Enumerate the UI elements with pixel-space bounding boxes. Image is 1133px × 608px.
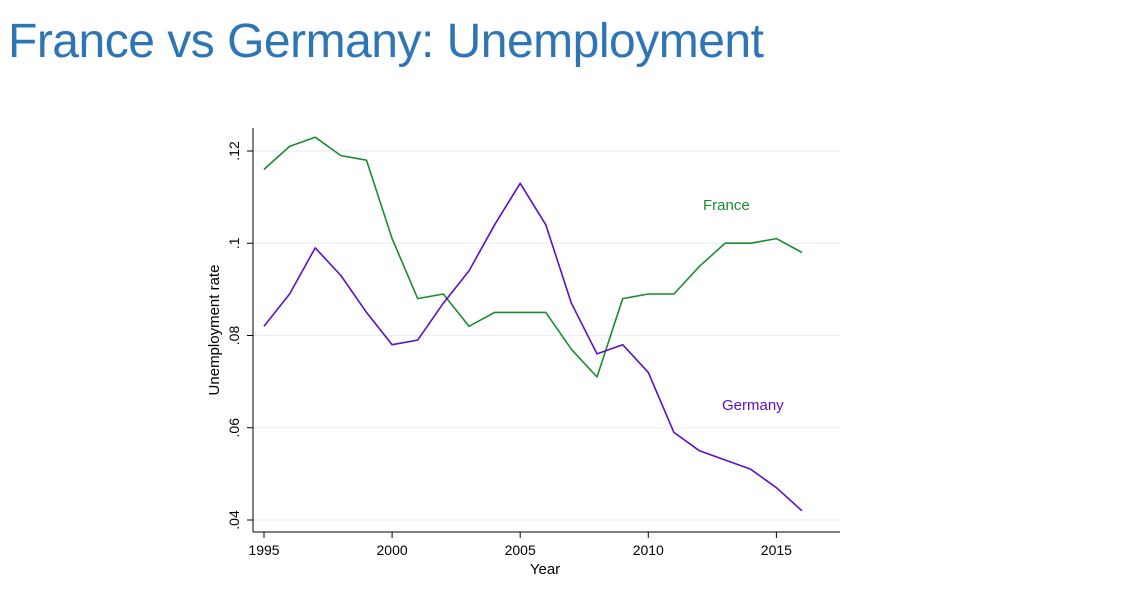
- y-axis-title: Unemployment rate: [206, 265, 223, 396]
- series-label-germany: Germany: [722, 397, 784, 414]
- y-tick-label: .04: [226, 510, 242, 530]
- y-tick-label: .06: [226, 418, 242, 438]
- x-tick-label: 2015: [761, 542, 792, 558]
- axes: [252, 128, 840, 533]
- series-label-france: France: [703, 197, 750, 214]
- series: [263, 136, 803, 512]
- gridlines: [253, 150, 840, 521]
- series-line-france: [263, 136, 803, 378]
- x-tick-label: 2000: [377, 542, 408, 558]
- slide-title: France vs Germany: Unemployment: [8, 15, 764, 68]
- x-tick-label: 2010: [633, 542, 664, 558]
- x-tick-label: 1995: [248, 542, 279, 558]
- y-tick-label: .1: [226, 237, 242, 249]
- x-tick-label: 2005: [505, 542, 536, 558]
- ticks: .04 .06 .08 .1 .12 1995 2000 2005 2010 2015: [226, 141, 792, 558]
- y-tick-label: .08: [226, 326, 242, 346]
- series-line-germany: [263, 182, 803, 512]
- y-tick-label: .12: [226, 141, 242, 161]
- x-axis-title: Year: [530, 561, 560, 578]
